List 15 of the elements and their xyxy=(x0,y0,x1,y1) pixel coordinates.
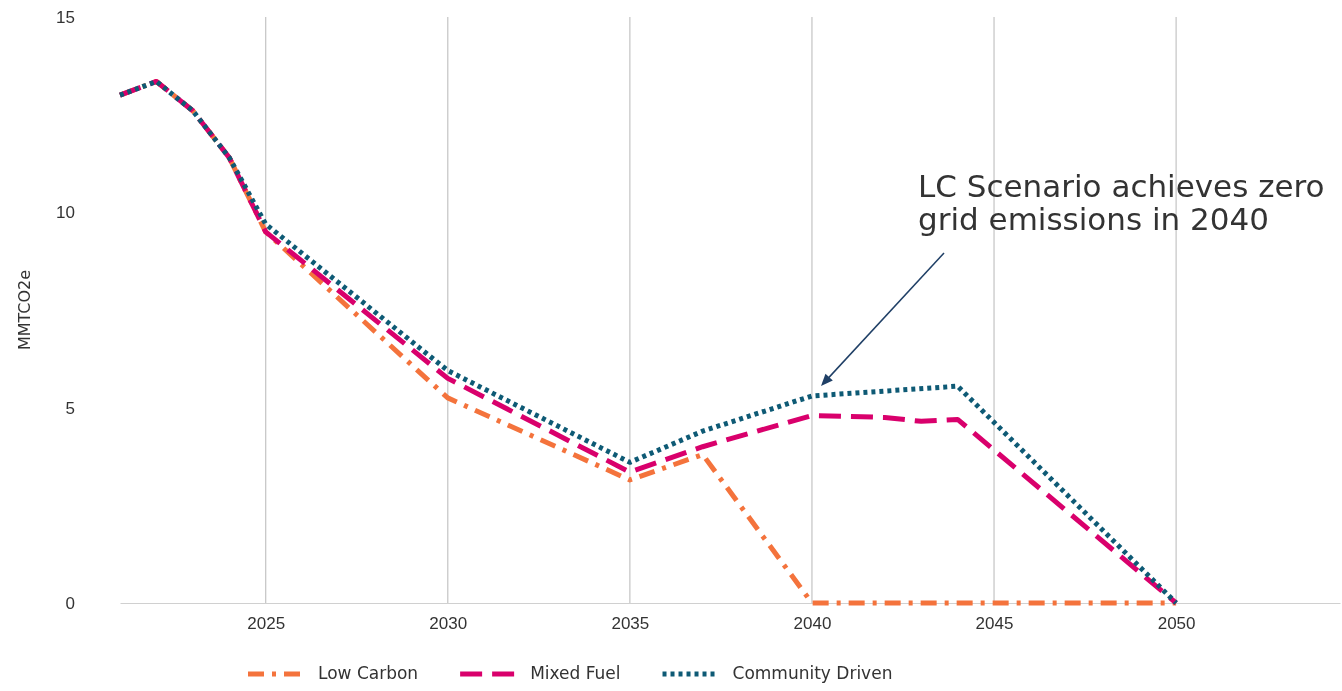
y-tick-label: 15 xyxy=(56,7,75,27)
legend-label: Mixed Fuel xyxy=(530,663,621,683)
x-tick-label: 2045 xyxy=(975,614,1014,634)
x-tick-label: 2050 xyxy=(1157,614,1196,634)
y-tick-label: 5 xyxy=(65,398,75,418)
x-tick-label: 2035 xyxy=(611,614,650,634)
annotation: LC Scenario achieves zero grid emissions in 2040 xyxy=(918,168,1325,237)
legend-label: Low Carbon xyxy=(318,663,419,683)
y-tick-label: 0 xyxy=(65,593,75,613)
y-tick-label: 10 xyxy=(56,203,75,223)
y-axis-title: MMTCO2e xyxy=(15,269,34,351)
legend-label: Community Driven xyxy=(732,663,893,683)
x-tick-label: 2030 xyxy=(429,614,468,634)
x-tick-label: 2040 xyxy=(793,614,832,634)
x-tick-label: 2025 xyxy=(247,614,286,634)
